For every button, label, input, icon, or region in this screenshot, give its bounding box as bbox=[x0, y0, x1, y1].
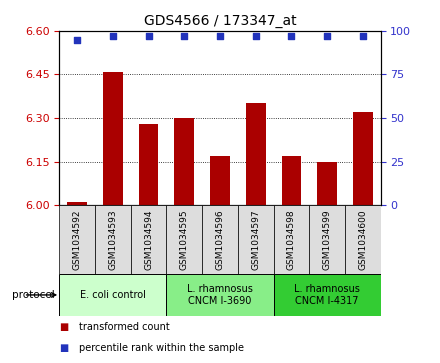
Text: L. rhamnosus
CNCM I-4317: L. rhamnosus CNCM I-4317 bbox=[294, 284, 360, 306]
Text: GSM1034596: GSM1034596 bbox=[216, 209, 224, 270]
Point bbox=[216, 33, 224, 39]
Bar bbox=[202, 205, 238, 274]
Text: ■: ■ bbox=[59, 343, 69, 354]
Point bbox=[323, 33, 330, 39]
Bar bbox=[246, 103, 265, 205]
Point bbox=[181, 33, 188, 39]
Bar bbox=[139, 124, 158, 205]
Point bbox=[74, 37, 81, 42]
Bar bbox=[210, 156, 230, 205]
Bar bbox=[353, 112, 373, 205]
Point bbox=[145, 33, 152, 39]
Bar bbox=[103, 72, 123, 205]
Bar bbox=[175, 118, 194, 205]
Bar bbox=[309, 205, 345, 274]
Point bbox=[110, 33, 117, 39]
Bar bbox=[166, 205, 202, 274]
Bar bbox=[345, 205, 381, 274]
Text: GSM1034599: GSM1034599 bbox=[323, 209, 332, 270]
Bar bbox=[131, 205, 166, 274]
Bar bbox=[95, 205, 131, 274]
Bar bbox=[238, 205, 274, 274]
Text: GSM1034594: GSM1034594 bbox=[144, 209, 153, 270]
Text: E. coli control: E. coli control bbox=[80, 290, 146, 300]
Text: protocol: protocol bbox=[12, 290, 55, 300]
Text: GSM1034598: GSM1034598 bbox=[287, 209, 296, 270]
Bar bbox=[59, 274, 166, 316]
Bar bbox=[317, 162, 337, 205]
Point bbox=[288, 33, 295, 39]
Bar bbox=[166, 274, 274, 316]
Text: L. rhamnosus
CNCM I-3690: L. rhamnosus CNCM I-3690 bbox=[187, 284, 253, 306]
Bar bbox=[67, 202, 87, 205]
Text: GSM1034595: GSM1034595 bbox=[180, 209, 189, 270]
Text: percentile rank within the sample: percentile rank within the sample bbox=[79, 343, 244, 354]
Bar bbox=[282, 156, 301, 205]
Title: GDS4566 / 173347_at: GDS4566 / 173347_at bbox=[144, 15, 296, 28]
Text: GSM1034592: GSM1034592 bbox=[73, 209, 82, 270]
Point bbox=[359, 33, 366, 39]
Text: GSM1034593: GSM1034593 bbox=[108, 209, 117, 270]
Bar bbox=[59, 205, 95, 274]
Text: GSM1034597: GSM1034597 bbox=[251, 209, 260, 270]
Bar bbox=[274, 205, 309, 274]
Point bbox=[252, 33, 259, 39]
Text: GSM1034600: GSM1034600 bbox=[358, 209, 367, 270]
Bar bbox=[274, 274, 381, 316]
Text: ■: ■ bbox=[59, 322, 69, 332]
Text: transformed count: transformed count bbox=[79, 322, 170, 332]
